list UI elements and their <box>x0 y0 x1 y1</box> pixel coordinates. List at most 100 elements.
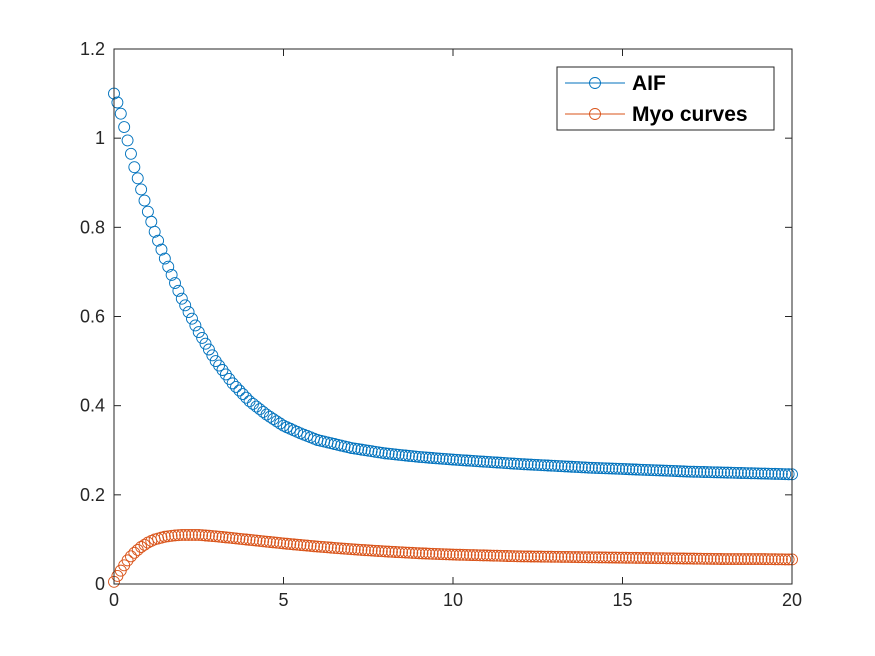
data-point <box>277 537 290 550</box>
legend-entry: Myo curves <box>565 103 748 126</box>
data-point <box>772 553 785 566</box>
data-point <box>375 446 388 459</box>
data-point <box>240 391 253 404</box>
data-point <box>362 544 375 557</box>
data-point <box>677 465 690 478</box>
data-point <box>450 548 463 561</box>
data-point <box>579 551 592 564</box>
data-point <box>209 355 222 368</box>
data-point <box>623 463 636 476</box>
data-point <box>691 552 704 565</box>
data-point <box>118 121 131 133</box>
data-point <box>216 531 229 543</box>
data-point <box>541 550 554 563</box>
data-point <box>586 551 598 564</box>
data-point <box>575 461 588 474</box>
data-point <box>697 466 710 478</box>
data-point <box>199 529 212 542</box>
data-point <box>769 467 781 480</box>
data-point <box>508 457 520 470</box>
data-point <box>647 464 659 477</box>
data-point <box>352 443 365 456</box>
data-point <box>704 466 717 479</box>
data-point <box>531 459 544 471</box>
data-point <box>284 538 297 550</box>
data-point <box>596 551 609 564</box>
data-point <box>365 445 378 458</box>
data-point <box>640 463 653 476</box>
data-point <box>714 466 727 479</box>
data-point <box>501 457 514 470</box>
data-point <box>328 541 341 554</box>
data-point <box>589 551 602 564</box>
data-point <box>535 550 548 563</box>
data-point <box>721 466 734 479</box>
data-point <box>701 552 714 565</box>
data-point <box>521 550 534 563</box>
data-point <box>233 384 246 397</box>
data-point <box>409 450 422 463</box>
data-point <box>386 448 398 461</box>
data-point <box>358 544 371 557</box>
data-point <box>518 550 531 563</box>
data-point <box>731 553 744 565</box>
data-point <box>179 529 192 541</box>
data-point <box>602 551 615 564</box>
data-point <box>453 454 466 467</box>
data-point <box>735 467 748 479</box>
data-point <box>321 541 334 554</box>
data-point <box>514 458 527 471</box>
data-point <box>718 553 731 565</box>
data-point <box>636 463 649 476</box>
data-point <box>162 260 175 273</box>
data-point <box>423 451 436 464</box>
data-point <box>121 554 134 567</box>
data-point <box>165 529 178 542</box>
data-point <box>728 466 741 479</box>
data-point <box>657 464 670 477</box>
data-point <box>114 107 127 120</box>
data-point <box>538 550 551 563</box>
data-point <box>379 447 392 460</box>
data-point <box>423 547 436 560</box>
data-point <box>555 460 568 473</box>
data-point <box>369 544 381 557</box>
data-point <box>416 451 429 464</box>
data-point <box>230 380 242 393</box>
data-point <box>592 551 605 564</box>
data-point <box>664 552 676 565</box>
data-point <box>630 551 643 564</box>
data-point <box>443 453 456 466</box>
data-point <box>684 465 697 478</box>
data-point <box>148 225 161 238</box>
y-tick-label: 0.6 <box>80 307 105 327</box>
data-point <box>243 533 256 546</box>
data-point <box>633 551 646 564</box>
data-point <box>202 343 215 356</box>
axes: 0 5 10 15 20 0 0.2 0.4 0.6 0.8 1 1.2 <box>80 39 802 610</box>
data-point <box>745 553 758 565</box>
data-point <box>748 553 761 565</box>
data-point <box>708 466 720 479</box>
data-point <box>711 466 724 479</box>
y-tick-label: 0.4 <box>80 396 105 416</box>
data-point <box>402 546 415 559</box>
data-point <box>636 552 649 564</box>
data-point <box>582 461 595 474</box>
data-point <box>575 551 588 564</box>
data-point <box>131 172 144 185</box>
data-point <box>379 545 392 558</box>
data-point <box>579 461 592 474</box>
data-point <box>501 550 514 562</box>
data-point <box>436 452 449 465</box>
data-point <box>196 331 209 344</box>
data-point <box>484 549 497 562</box>
y-tick-label: 0 <box>95 574 105 594</box>
data-point <box>525 550 537 563</box>
data-point <box>779 468 792 481</box>
data-point <box>419 547 432 560</box>
data-point <box>223 372 236 385</box>
data-point <box>135 183 148 196</box>
data-point <box>497 549 510 562</box>
data-point <box>769 553 781 566</box>
